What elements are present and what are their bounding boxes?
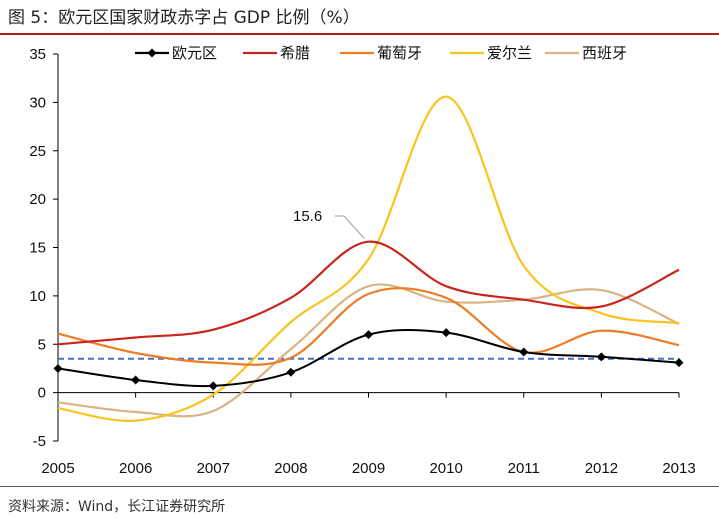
y-tick-label: 30 [29,94,46,111]
y-tick-label: 15 [29,240,46,257]
x-tick-label: 2005 [41,460,74,477]
legend-label: 希腊 [280,44,310,62]
title-divider [0,33,719,35]
annotation-label: 15.6 [293,208,322,225]
annotation-group: 15.6 [293,208,365,240]
x-tick-label: 2006 [119,460,152,477]
legend: 欧元区 希腊 葡萄牙 爱尔兰 西班牙 [135,44,627,62]
x-tick-label: 2011 [508,460,540,477]
legend-label: 葡萄牙 [377,44,422,62]
legend-label: 西班牙 [582,44,627,62]
y-tick-label: 35 [29,46,46,63]
source-note: 资料来源：Wind，长江证券研究所 [8,499,226,515]
chart-title: 图 5：欧元区国家财政赤字占 GDP 比例（%） [8,8,360,28]
y-tick-label: 10 [29,288,46,305]
data-point-marker [364,330,373,340]
data-point-marker [674,358,684,368]
x-tick-label: 2009 [352,460,385,477]
y-tick-label: 25 [29,143,46,160]
y-tick-label: 0 [38,385,46,402]
legend-label: 爱尔兰 [487,44,532,62]
data-point-marker [519,347,529,357]
data-point-marker [441,328,451,338]
data-point-marker [286,367,296,377]
series-line-3 [57,287,680,366]
series-line-2 [57,240,680,346]
axes: -5 0 5 10 15 20 25 30 35 2005 2006 2007 2008 2009 2010… [29,46,695,477]
series-line-4 [57,95,680,423]
markers-group [53,328,684,391]
data-point-marker [596,352,606,362]
x-tick-label: 2008 [274,460,307,477]
line-chart: -5 0 5 10 15 20 25 30 35 2005 2006 2007 2008 2009 2010… [29,44,695,477]
data-point-marker [131,375,141,385]
annotation-leader [335,215,365,240]
x-tick-label: 2007 [197,460,230,477]
x-tick-label: 2010 [429,460,462,477]
x-tick-label: 2013 [662,460,695,477]
y-tick-label: -5 [33,433,46,450]
data-point-marker [53,363,63,373]
data-point-marker [208,381,218,391]
footer-divider [0,486,719,487]
legend-marker [147,48,157,58]
x-tick-label: 2012 [585,460,618,477]
y-tick-label: 5 [38,336,46,353]
y-tick-label: 20 [29,191,46,208]
legend-label: 欧元区 [172,44,217,62]
series-group [57,95,680,423]
